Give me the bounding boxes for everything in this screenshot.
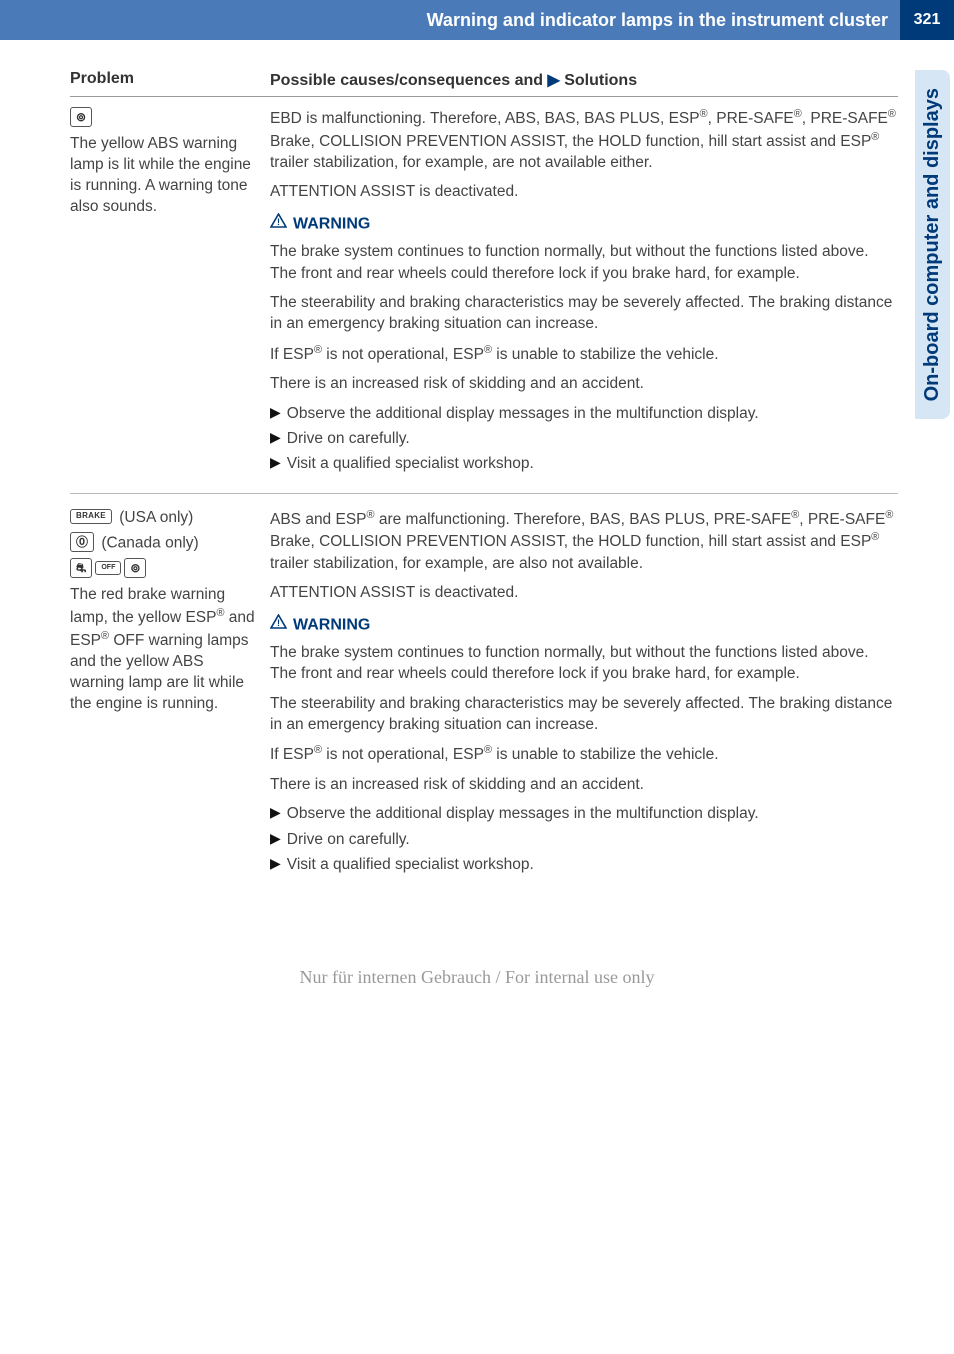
- line-text: (Canada only): [97, 534, 199, 551]
- bullet-text: Visit a qualified specialist workshop.: [287, 453, 898, 474]
- warn-para: There is an increased risk of skidding a…: [270, 774, 898, 795]
- warn-para: There is an increased risk of skidding a…: [270, 373, 898, 394]
- brake-text-icon: BRAKE: [70, 509, 112, 524]
- bullet-arrow-icon: ▶: [270, 453, 281, 474]
- table-header-row: Problem Possible causes/consequences and…: [70, 70, 898, 97]
- svg-text:!: !: [277, 618, 280, 628]
- problem-line: ⓪ (Canada only): [70, 532, 258, 555]
- bullet-arrow-icon: ▶: [270, 854, 281, 875]
- bullet-arrow-icon: ▶: [270, 803, 281, 824]
- problem-line: BRAKE (USA only): [70, 508, 258, 529]
- side-tab-label: On-board computer and displays: [921, 88, 944, 401]
- solution-cell: EBD is malfunctioning. Therefore, ABS, B…: [270, 107, 898, 479]
- bullet-arrow-icon: ▶: [270, 829, 281, 850]
- bullet-item: ▶ Drive on carefully.: [270, 428, 898, 449]
- warn-para: If ESP® is not operational, ESP® is unab…: [270, 743, 898, 766]
- problem-cell: BRAKE (USA only) ⓪ (Canada only) ⛐OFF⊚ T…: [70, 508, 270, 880]
- intro-para: EBD is malfunctioning. Therefore, ABS, B…: [270, 107, 898, 173]
- problem-text: The yellow ABS warning lamp is lit while…: [70, 134, 258, 218]
- bullet-arrow-icon: ▶: [270, 428, 281, 449]
- intro2-para: ATTENTION ASSIST is deactivated.: [270, 582, 898, 603]
- side-tab-inner: On-board computer and displays: [915, 70, 950, 419]
- warn-para: If ESP® is not operational, ESP® is unab…: [270, 343, 898, 366]
- arrow-icon: ▶: [547, 72, 559, 89]
- svg-text:!: !: [277, 217, 280, 227]
- problem-text: The red brake warning lamp, the yellow E…: [70, 585, 258, 715]
- bullet-item: ▶ Visit a qualified specialist workshop.: [270, 854, 898, 875]
- bullet-item: ▶ Drive on carefully.: [270, 829, 898, 850]
- problem-icons: ⊚: [70, 107, 258, 130]
- warn-para: The brake system continues to function n…: [270, 241, 898, 284]
- th-solutions-prefix: Possible causes/consequences and: [270, 72, 547, 89]
- problem-cell: ⊚ The yellow ABS warning lamp is lit whi…: [70, 107, 270, 479]
- bullet-arrow-icon: ▶: [270, 403, 281, 424]
- problem-icons-row: ⛐OFF⊚: [70, 558, 258, 581]
- bullet-item: ▶ Observe the additional display messages…: [270, 803, 898, 824]
- bullet-text: Drive on carefully.: [287, 829, 898, 850]
- abs-icon-2: ⊚: [124, 558, 146, 578]
- warning-heading: ! WARNING: [270, 213, 898, 235]
- page-number: 321: [900, 0, 954, 40]
- bullet-text: Drive on carefully.: [287, 428, 898, 449]
- content-area: Problem Possible causes/consequences and…: [0, 40, 954, 937]
- page-header: Warning and indicator lamps in the instr…: [0, 0, 954, 40]
- table-row: BRAKE (USA only) ⓪ (Canada only) ⛐OFF⊚ T…: [70, 508, 898, 894]
- warn-para: The steerability and braking characteris…: [270, 292, 898, 335]
- warning-triangle-icon: !: [270, 614, 287, 636]
- th-solutions: Possible causes/consequences and ▶ Solut…: [270, 70, 898, 90]
- bullet-text: Observe the additional display messages …: [287, 403, 898, 424]
- warning-label: WARNING: [293, 616, 370, 633]
- brake-circle-icon: ⓪: [70, 532, 94, 552]
- warning-triangle-icon: !: [270, 213, 287, 235]
- main-column: Problem Possible causes/consequences and…: [0, 40, 910, 937]
- bullet-item: ▶ Visit a qualified specialist workshop.: [270, 453, 898, 474]
- warning-heading: ! WARNING: [270, 614, 898, 636]
- intro2-para: ATTENTION ASSIST is deactivated.: [270, 181, 898, 202]
- esp-off-icon: OFF: [95, 561, 121, 574]
- side-tab: On-board computer and displays: [910, 40, 954, 937]
- warn-para: The brake system continues to function n…: [270, 642, 898, 685]
- th-solutions-suffix: Solutions: [560, 72, 637, 89]
- warn-para: The steerability and braking characteris…: [270, 693, 898, 736]
- bullet-item: ▶ Observe the additional display messages…: [270, 403, 898, 424]
- line-text: (USA only): [115, 509, 193, 526]
- abs-icon: ⊚: [70, 107, 92, 127]
- bullet-text: Observe the additional display messages …: [287, 803, 898, 824]
- esp-icon: ⛐: [70, 558, 92, 578]
- solution-cell: ABS and ESP® are malfunctioning. Therefo…: [270, 508, 898, 880]
- footer-watermark: Nur für internen Gebrauch / For internal…: [0, 937, 954, 1008]
- warning-label: WARNING: [293, 215, 370, 232]
- th-problem: Problem: [70, 70, 270, 90]
- table-row: ⊚ The yellow ABS warning lamp is lit whi…: [70, 107, 898, 494]
- bullet-text: Visit a qualified specialist workshop.: [287, 854, 898, 875]
- intro-para: ABS and ESP® are malfunctioning. Therefo…: [270, 508, 898, 574]
- warning-table: Problem Possible causes/consequences and…: [70, 70, 898, 893]
- header-title: Warning and indicator lamps in the instr…: [0, 10, 900, 31]
